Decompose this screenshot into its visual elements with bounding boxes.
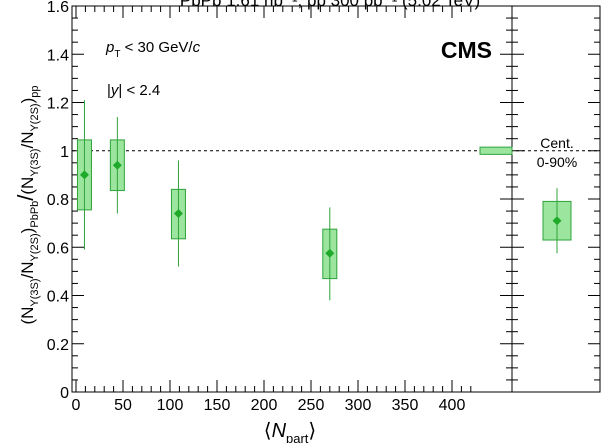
x-tick-label: 200 <box>251 397 278 414</box>
y-tick-label: 1.6 <box>47 0 69 16</box>
integrated-marker <box>552 216 562 226</box>
y-tick-label: 0.2 <box>47 337 69 354</box>
x-tick-label: 100 <box>157 397 184 414</box>
y-tick-label: 1 <box>60 144 69 161</box>
x-tick-label: 250 <box>298 397 325 414</box>
svg-text:(NΥ(3S)/NΥ(2S))PbPb/(NΥ(3S)/NΥ: (NΥ(3S)/NΥ(2S))PbPb/(NΥ(3S)/NΥ(2S))pp <box>13 85 41 324</box>
y-tick-label: 0.4 <box>47 289 69 306</box>
x-tick-label: 0 <box>72 397 81 414</box>
data-point-marker <box>79 170 89 180</box>
y-tick-label: 0 <box>60 385 69 402</box>
integrated-range: 0-90% <box>537 154 577 170</box>
integrated-label: Cent. <box>540 135 573 151</box>
rapidity-cut-label: |y| < 2.4 <box>107 82 160 99</box>
y-tick-label: 0.6 <box>47 240 69 257</box>
x-axis-label: ⟨Npart⟩ <box>264 420 316 443</box>
x-tick-label: 350 <box>392 397 419 414</box>
x-tick-label: 50 <box>114 397 132 414</box>
data-point-marker <box>325 248 335 258</box>
y-tick-label: 1.2 <box>47 96 69 113</box>
pt-cut-label: pT < 30 GeV/c <box>105 39 201 60</box>
integrated-plot-frame <box>511 5 601 393</box>
data-marks <box>76 100 572 301</box>
y-axis-label: (NΥ(3S)/NΥ(2S))PbPb/(NΥ(3S)/NΥ(2S))pp <box>13 85 41 324</box>
x-tick-label: 150 <box>204 397 231 414</box>
x-tick-label: 300 <box>345 397 372 414</box>
main-plot-frame <box>71 5 513 393</box>
cms-logo: CMS <box>441 37 492 63</box>
global-uncertainty-box <box>479 146 513 155</box>
data-point-marker <box>112 160 122 170</box>
data-point-marker <box>173 208 183 218</box>
y-tick-label: 0.8 <box>47 192 69 209</box>
y-tick-label: 1.4 <box>47 47 69 64</box>
chart-title: PbPb 1.61 nb⁻¹, pp 300 pb⁻¹ (5.02 TeV) <box>180 0 480 10</box>
x-tick-label: 400 <box>439 397 466 414</box>
axes: 0 50 100 150 200 250 300 350 400 0 0.2 0.4 0.6 0.8 1 1.… <box>47 0 601 414</box>
